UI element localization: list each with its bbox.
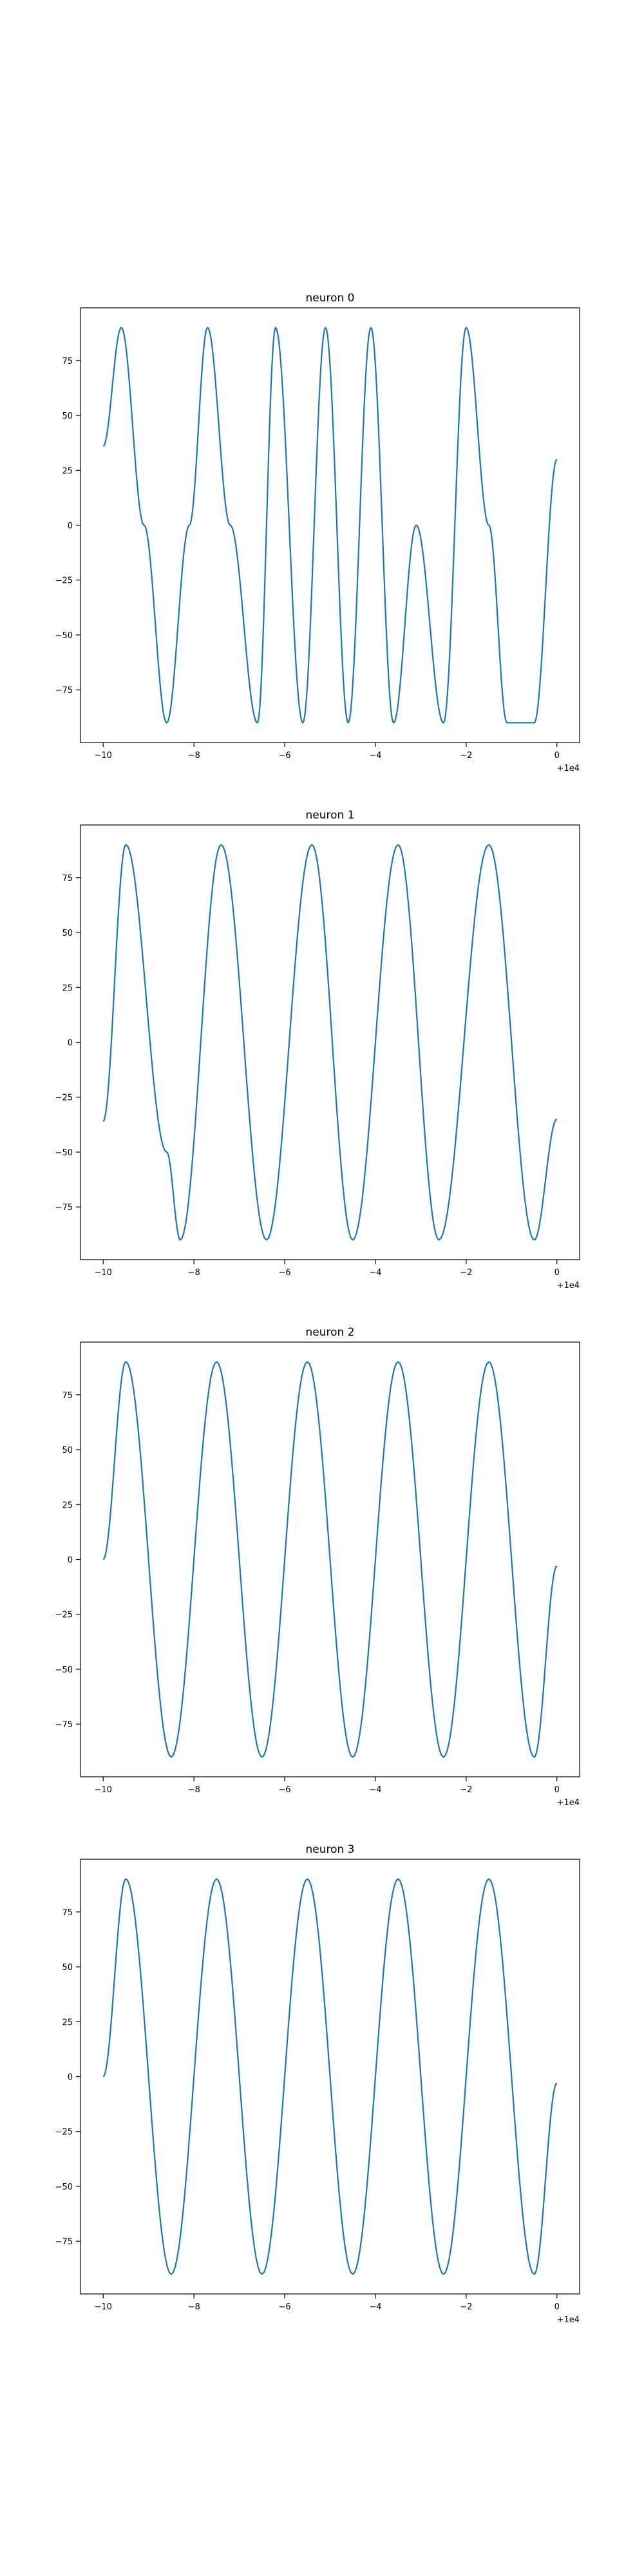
y-tick-label: −75: [55, 1203, 73, 1213]
y-tick-label: 0: [68, 522, 73, 531]
x-tick-label: −2: [460, 1268, 472, 1278]
y-tick-label: −75: [55, 686, 73, 696]
x-tick-label: −8: [188, 1785, 200, 1795]
y-tick-label: −50: [55, 1148, 73, 1158]
y-tick-label: 50: [62, 1963, 73, 1973]
x-tick-label: −6: [278, 1268, 290, 1278]
x-tick-label: −6: [278, 751, 290, 761]
x-offset-label: +1e4: [557, 1281, 580, 1291]
chart-title: neuron 1: [305, 809, 354, 822]
x-tick-label: −10: [95, 1268, 112, 1278]
x-tick-label: −2: [460, 1785, 472, 1795]
chart-title: neuron 3: [305, 1843, 354, 1856]
x-tick-label: −6: [278, 2302, 290, 2312]
x-tick-label: −4: [369, 751, 381, 761]
x-tick-label: −2: [460, 751, 472, 761]
x-tick-label: 0: [554, 1268, 560, 1278]
x-tick-label: 0: [554, 751, 560, 761]
y-tick-label: −50: [55, 1665, 73, 1675]
x-offset-label: +1e4: [557, 1798, 580, 1808]
y-tick-label: 50: [62, 412, 73, 421]
y-tick-label: 0: [68, 2073, 73, 2083]
x-tick-label: −8: [188, 1268, 200, 1278]
x-tick-label: −2: [460, 2302, 472, 2312]
chart-panel-0: neuron 0 −10 −8 −6 −4 −2 0 +1e4 75 50 25 0 −25 −50 −75: [55, 292, 580, 773]
x-offset-label: +1e4: [557, 764, 580, 773]
series-line-0: [102, 1361, 558, 1758]
y-tick-label: 25: [62, 2018, 73, 2027]
y-tick-label: −75: [55, 1720, 73, 1730]
y-tick-label: 25: [62, 1501, 73, 1510]
chart-panel-1: neuron 1 −10 −8 −6 −4 −2 0 +1e4 75 50 25 0 −25 −50 −75: [55, 809, 580, 1291]
y-tick-label: 50: [62, 929, 73, 938]
y-tick-label: 25: [62, 466, 73, 476]
y-tick-label: −25: [55, 2128, 73, 2137]
y-tick-label: 75: [62, 357, 73, 366]
axes-frame: [80, 824, 580, 1260]
x-tick-label: −4: [369, 2302, 381, 2312]
y-tick-label: 0: [68, 1039, 73, 1048]
x-tick-label: 0: [554, 1785, 560, 1795]
y-tick-label: −25: [55, 1611, 73, 1620]
y-tick-label: 0: [68, 1556, 73, 1566]
y-tick-label: −25: [55, 1094, 73, 1103]
series-line-0: [102, 327, 558, 724]
x-tick-label: −8: [188, 751, 200, 761]
y-tick-label: −75: [55, 2237, 73, 2247]
x-offset-label: +1e4: [557, 2315, 580, 2325]
y-tick-label: 75: [62, 1391, 73, 1401]
x-tick-label: −4: [369, 1268, 381, 1278]
x-tick-label: −10: [95, 1785, 112, 1795]
y-tick-label: −50: [55, 2183, 73, 2192]
chart-title: neuron 0: [305, 292, 354, 305]
y-tick-label: 75: [62, 1908, 73, 1918]
x-tick-label: −8: [188, 2302, 200, 2312]
x-tick-label: 0: [554, 2302, 560, 2312]
chart-title: neuron 2: [305, 1326, 354, 1339]
x-tick-label: −4: [369, 1785, 381, 1795]
series-line-0: [102, 1878, 558, 2275]
y-tick-label: −50: [55, 631, 73, 641]
x-tick-label: −10: [95, 2302, 112, 2312]
x-tick-label: −6: [278, 1785, 290, 1795]
y-tick-label: 75: [62, 874, 73, 884]
y-tick-label: 50: [62, 1446, 73, 1455]
y-tick-label: −25: [55, 576, 73, 586]
x-tick-label: −10: [95, 751, 112, 761]
chart-panel-3: neuron 3 −10 −8 −6 −4 −2 0 +1e4 75 50 25 0 −25 −50 −75: [55, 1843, 580, 2325]
y-tick-label: 25: [62, 983, 73, 993]
chart-panel-2: neuron 2 −10 −8 −6 −4 −2 0 +1e4 75 50 25 0 −25 −50 −75: [55, 1326, 580, 1808]
series-line-0: [102, 844, 558, 1241]
